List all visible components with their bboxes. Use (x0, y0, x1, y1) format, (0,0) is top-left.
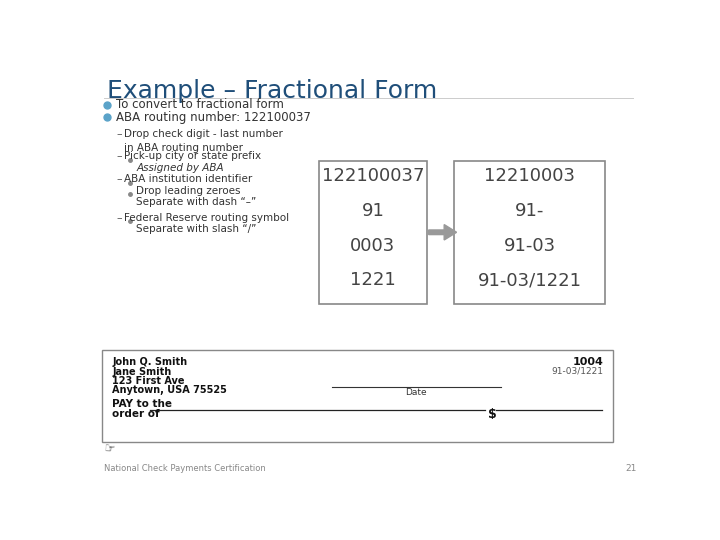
Text: –: – (117, 130, 122, 139)
Text: John Q. Smith: John Q. Smith (112, 357, 188, 367)
Text: 91: 91 (361, 202, 384, 220)
Text: Date: Date (405, 388, 427, 397)
Text: Separate with slash “/”: Separate with slash “/” (137, 224, 257, 234)
Text: 91-03/1221: 91-03/1221 (552, 367, 604, 376)
Text: 123 First Ave: 123 First Ave (112, 376, 185, 386)
Text: PAY to the: PAY to the (112, 399, 173, 409)
Text: Example – Fractional Form: Example – Fractional Form (107, 79, 437, 103)
Text: 21: 21 (626, 464, 637, 473)
FancyBboxPatch shape (319, 161, 427, 303)
Text: Anytown, USA 75525: Anytown, USA 75525 (112, 385, 228, 395)
Text: Drop check digit - last number
in ABA routing number: Drop check digit - last number in ABA ro… (124, 130, 283, 153)
Text: To convert to fractional form: To convert to fractional form (116, 98, 284, 111)
Text: 91-03: 91-03 (504, 237, 556, 255)
Text: 1004: 1004 (573, 357, 604, 367)
Text: –: – (117, 213, 122, 222)
Text: 12210003: 12210003 (485, 167, 575, 185)
Text: ☞: ☞ (104, 442, 117, 456)
Text: order of: order of (112, 409, 160, 419)
Text: 122100037: 122100037 (322, 167, 424, 185)
Text: $: $ (488, 408, 497, 421)
Text: ABA institution identifier: ABA institution identifier (124, 174, 252, 184)
Text: Jane Smith: Jane Smith (112, 367, 172, 376)
Text: 0003: 0003 (350, 237, 395, 255)
FancyBboxPatch shape (102, 350, 613, 442)
Text: –: – (117, 174, 122, 184)
Polygon shape (428, 225, 456, 240)
Text: Pick-up city or state prefix: Pick-up city or state prefix (124, 151, 261, 161)
Text: National Check Payments Certification: National Check Payments Certification (104, 464, 266, 473)
Text: Separate with dash “–”: Separate with dash “–” (137, 197, 257, 207)
Text: Federal Reserve routing symbol: Federal Reserve routing symbol (124, 213, 289, 222)
Text: –: – (117, 151, 122, 161)
Text: Drop leading zeroes: Drop leading zeroes (137, 186, 241, 197)
Text: 91-: 91- (515, 202, 544, 220)
Text: 91-03/1221: 91-03/1221 (478, 272, 582, 289)
Text: Assigned by ABA: Assigned by ABA (137, 163, 224, 173)
Text: ABA routing number: 122100037: ABA routing number: 122100037 (116, 111, 310, 124)
Text: 1221: 1221 (350, 272, 396, 289)
FancyBboxPatch shape (454, 161, 606, 303)
